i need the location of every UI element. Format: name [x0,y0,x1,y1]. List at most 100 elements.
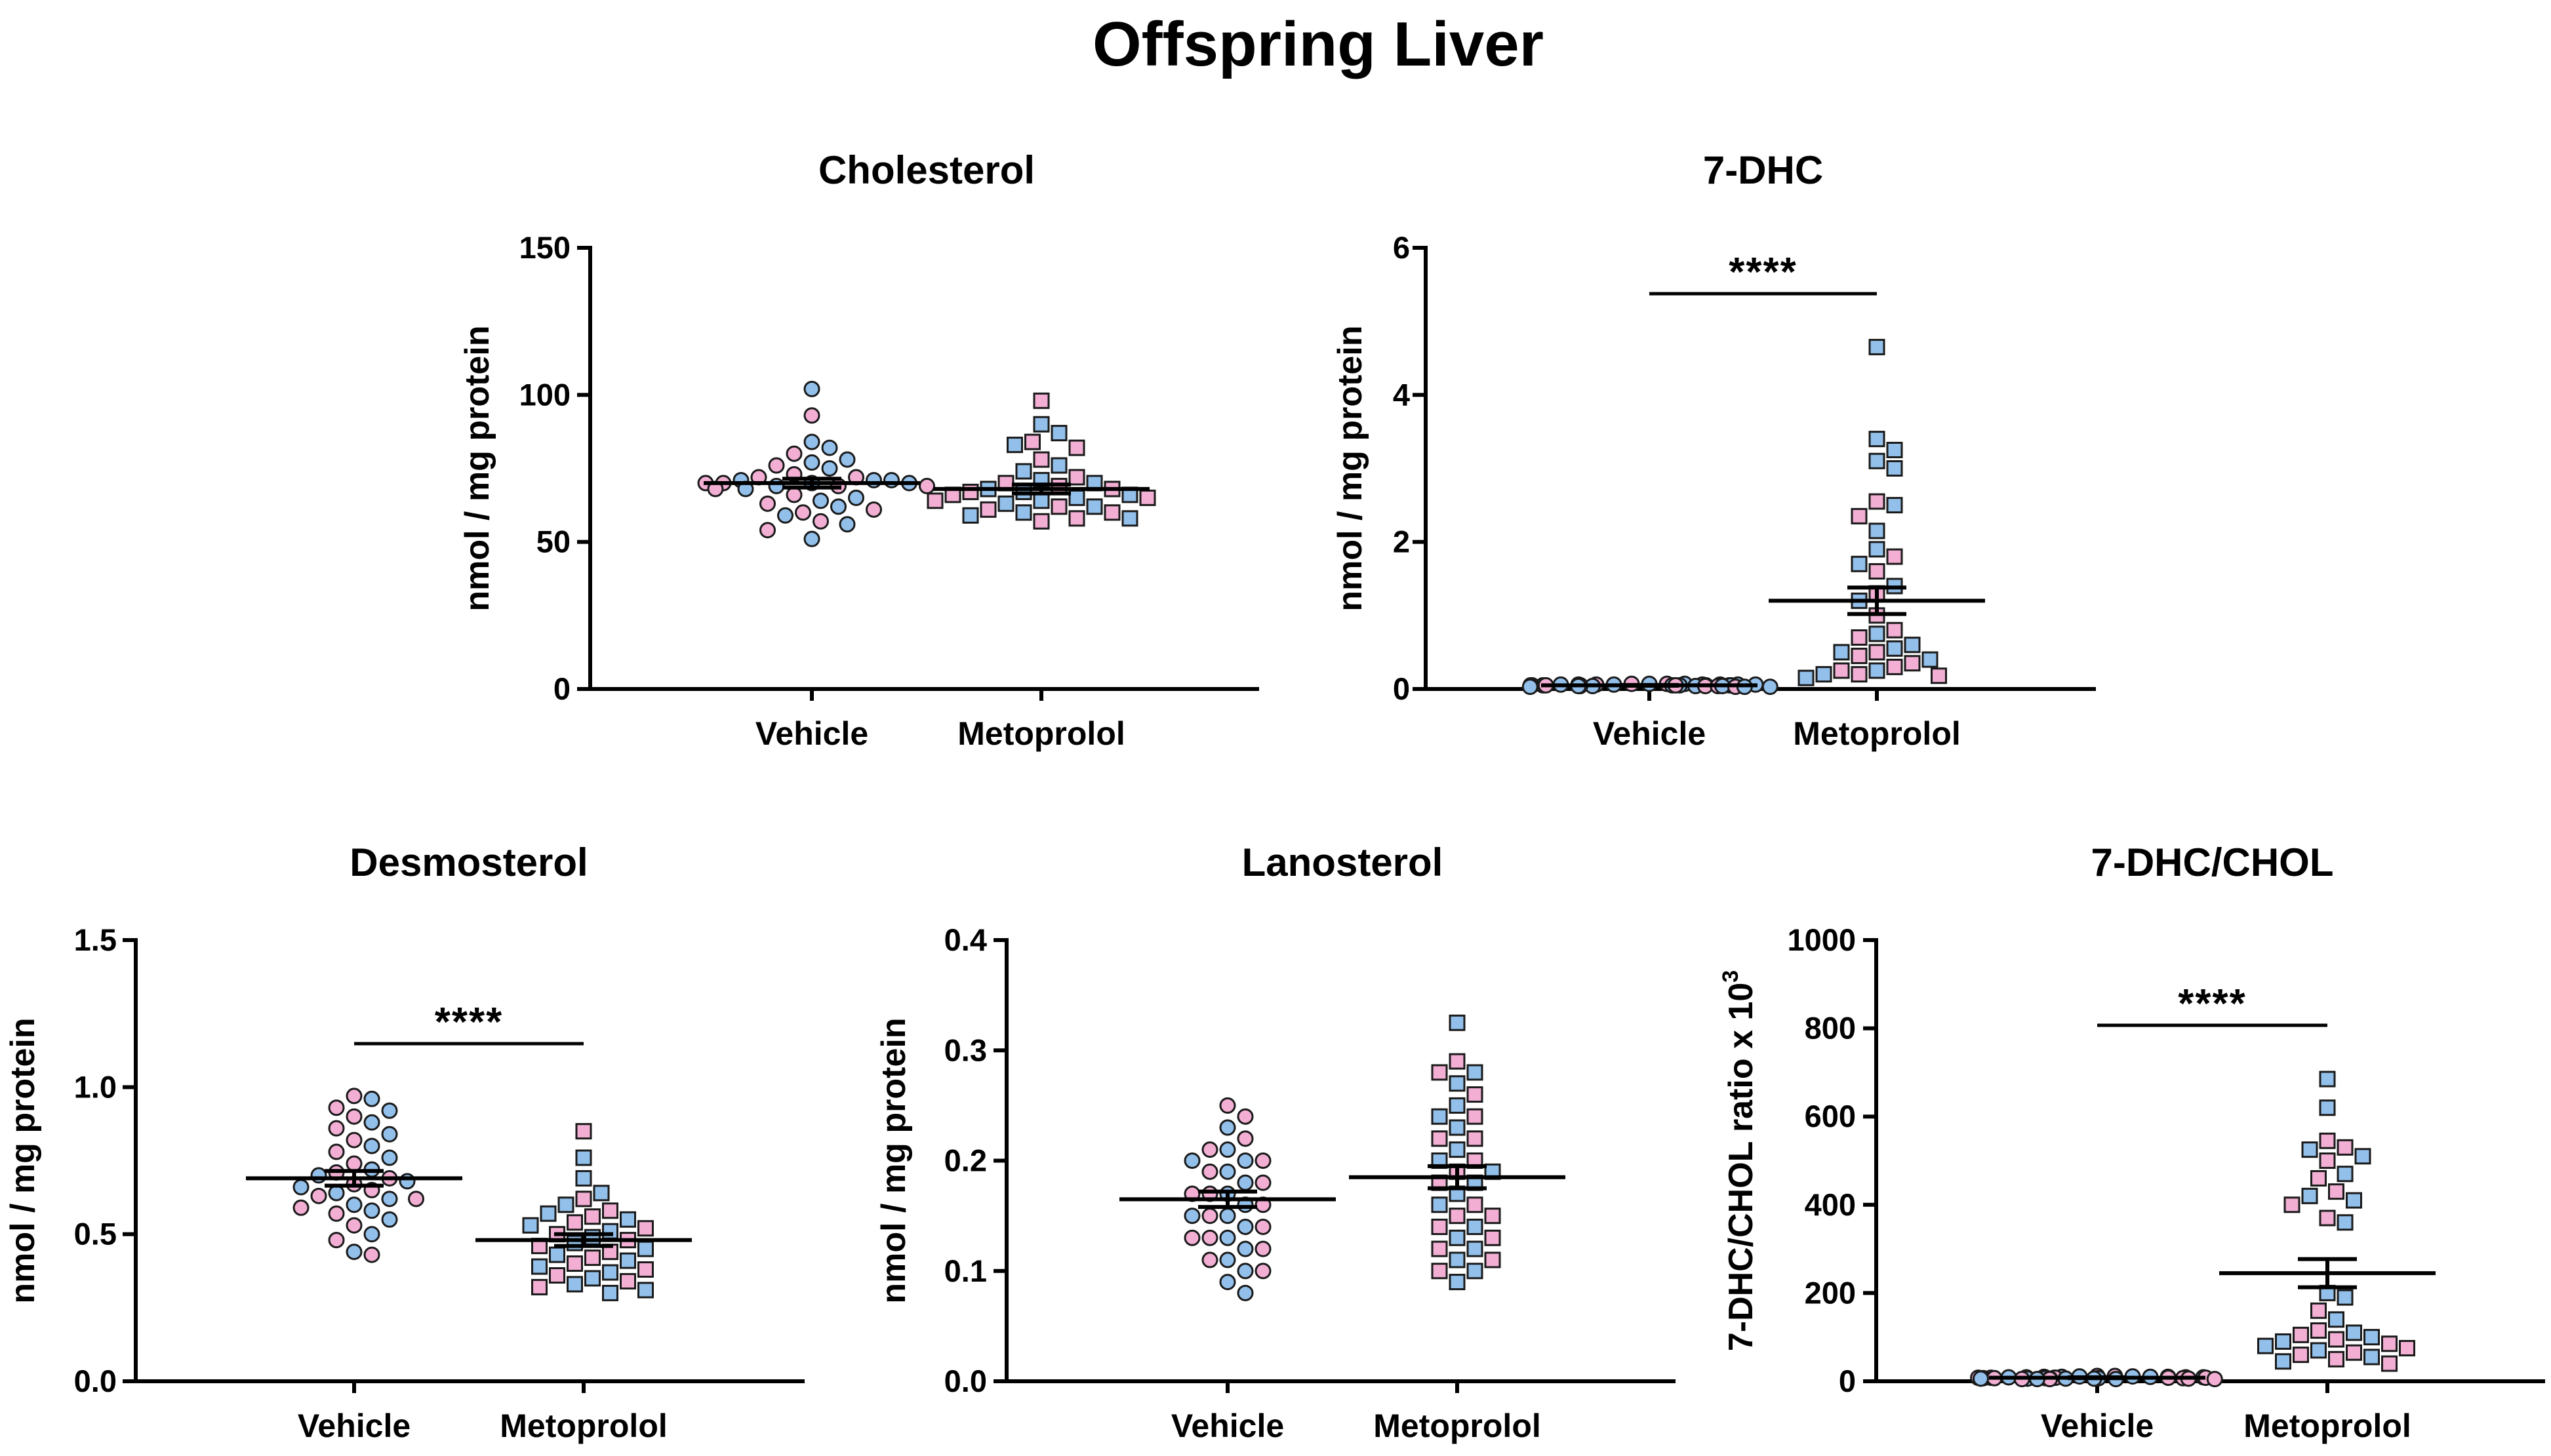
data-point [2356,1149,2370,1164]
data-point [1185,1209,1199,1223]
data-point [576,1171,591,1185]
y-axis-label: nmol / mg protein [458,325,496,611]
data-point [1799,671,1813,685]
data-point [2207,1372,2222,1387]
data-point [2365,1350,2379,1364]
data-point [1432,1065,1447,1080]
data-point [603,1265,618,1280]
data-point [769,479,784,493]
data-point [1887,498,1902,513]
chart-desmosterol: Desmosterol nmol / mg protein 0.0 0.5 1.0 1.5… [4,840,805,1444]
y-tick-label: 200 [1805,1275,1856,1310]
data-point [576,1124,591,1139]
data-point [1238,1286,1253,1300]
data-point [885,473,899,487]
chart-cholesterol: Cholesterol nmol / mg protein 0 50 100 150 Veh… [458,148,1259,752]
data-point [2320,1101,2335,1115]
y-tick-label: 0.4 [944,922,987,957]
data-point [523,1218,538,1232]
chart-title: 7-DHC [1703,148,1823,192]
data-point [1852,630,1866,644]
data-point [2312,1343,2326,1358]
data-point [576,1192,591,1206]
data-point [382,1192,397,1206]
data-point [920,479,934,493]
data-point [603,1224,618,1238]
data-point [1016,464,1031,479]
y-tick-label: 6 [1393,230,1410,265]
data-point [1034,393,1049,408]
data-point [2382,1337,2397,1351]
y-tick-label: 0.5 [74,1217,117,1251]
data-point [1468,1065,1482,1080]
data-point [1905,638,1919,652]
data-point [1256,1242,1270,1256]
data-point [963,484,978,499]
significance-label: **** [435,1000,504,1045]
data-point [365,1227,379,1242]
data-point [2259,1339,2273,1353]
figure: Offspring Liver Cholesterolnmol / mg pro… [0,0,2551,1456]
data-point [2365,1330,2379,1345]
data-point [805,408,819,423]
x-category-label: Vehicle [2041,1407,2154,1444]
data-point [541,1206,555,1221]
significance-label: **** [2178,981,2247,1027]
data-point [1432,1219,1447,1234]
data-point [382,1151,397,1165]
data-point [1185,1230,1199,1245]
data-point [787,488,801,502]
data-point [1932,669,1946,683]
data-point [805,382,819,396]
data-point [2285,1198,2299,1212]
data-point [1026,435,1040,449]
data-point [2294,1328,2308,1342]
data-point [1852,667,1866,682]
data-point [1485,1209,1500,1223]
data-point [382,1103,397,1118]
data-point [1203,1164,1217,1179]
data-point [382,1212,397,1227]
data-point [2382,1356,2397,1371]
y-tick-label: 800 [1805,1011,1856,1046]
data-point [329,1206,344,1221]
data-point [1034,494,1049,508]
y-tick-label: 100 [519,377,571,412]
data-point [2329,1185,2344,1199]
data-point [568,1257,582,1271]
data-point [1016,505,1031,520]
data-point [1450,1120,1464,1135]
data-point [805,456,819,470]
data-point [787,446,801,461]
y-tick-label: 400 [1805,1187,1856,1222]
data-point [1887,462,1902,476]
y-tick-label: 4 [1393,377,1410,412]
data-point [1220,1230,1235,1245]
data-point [2302,1143,2317,1157]
data-point [1008,438,1022,452]
data-point [840,452,854,467]
data-point [2329,1312,2344,1327]
data-point [621,1212,635,1227]
data-point [1052,458,1066,473]
data-point [365,1139,379,1153]
data-point [329,1145,344,1159]
data-point [347,1156,361,1171]
data-point [1870,645,1884,659]
y-tick-label: 50 [536,524,571,559]
data-point [1432,1242,1447,1256]
data-point [805,435,819,449]
data-point [2276,1334,2291,1348]
data-point [1468,1131,1482,1146]
data-point [311,1168,326,1183]
data-point [1238,1109,1253,1124]
data-point [1834,663,1849,678]
data-point [1870,524,1884,538]
x-category-label: Vehicle [298,1407,411,1444]
data-point [347,1245,361,1259]
data-point [347,1109,361,1124]
data-point [1220,1275,1235,1289]
data-point [1256,1154,1270,1168]
data-point [1185,1154,1199,1168]
x-category-label: Vehicle [755,715,868,752]
